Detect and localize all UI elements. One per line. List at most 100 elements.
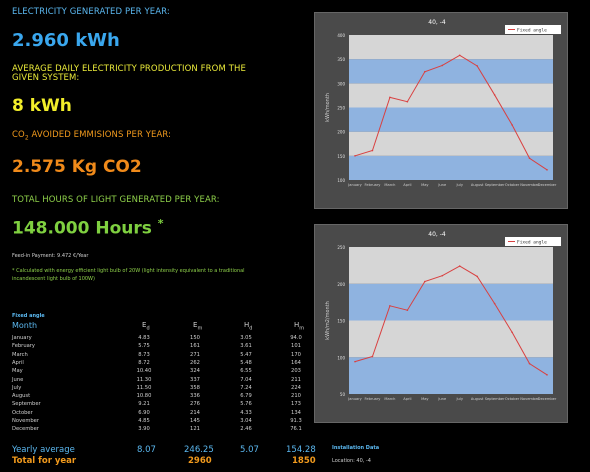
hd-cell: 4.33 <box>240 409 252 416</box>
x-tick-label: March <box>384 397 395 401</box>
installation-location: Location: 40, -4 <box>332 458 371 464</box>
ed-cell: 10.80 <box>136 393 152 400</box>
header-ed-letter: E <box>142 321 147 329</box>
avg-ed: 8.07 <box>137 445 156 455</box>
co2-label-suffix: AVOIDED EMMISIONS PER YEAR: <box>28 130 172 140</box>
table-row: July 11.50 358 7.24 224 <box>12 385 322 393</box>
data-point <box>354 360 356 363</box>
avg-label: Yearly average <box>12 445 75 455</box>
y-tick-label: 300 <box>337 81 345 86</box>
hd-cell: 3.04 <box>240 418 252 424</box>
chart-panel-energy: 100 150 200 250 300 350 400 kWh/month 40, -4 Fixe… <box>314 12 568 209</box>
hd-cell: 7.04 <box>240 376 252 383</box>
x-tick-label: October <box>505 183 520 187</box>
y-axis-label: kWh/month <box>325 93 331 122</box>
header-hd-letter: H <box>244 321 250 329</box>
em-cell: 262 <box>190 359 200 366</box>
table-row: September 9.21 276 5.76 173 <box>12 401 322 409</box>
ed-cell: 3.90 <box>138 426 150 433</box>
y-tick-label: 400 <box>337 33 345 38</box>
ed-cell: 8.73 <box>138 351 150 358</box>
table-row: December 3.90 121 2.46 76.1 <box>12 426 322 434</box>
feed-in-text: Feed-in Payment: 9.472 €/Year <box>12 253 89 259</box>
month-cell: November <box>12 418 39 424</box>
x-tick-label: October <box>505 397 520 401</box>
x-tick-label: May <box>421 183 429 187</box>
x-tick-label: May <box>421 397 429 401</box>
table-row: November 4.85 145 3.04 91.3 <box>12 418 322 426</box>
table-row: February 5.75 161 3.61 101 <box>12 343 322 351</box>
y-tick-label: 350 <box>337 57 345 62</box>
hd-cell: 5.76 <box>240 401 252 408</box>
ed-cell: 9.21 <box>138 401 150 408</box>
em-cell: 276 <box>190 401 200 408</box>
legend-box <box>505 25 561 34</box>
data-point <box>389 96 391 99</box>
ed-cell: 5.75 <box>138 343 150 350</box>
data-point <box>528 157 531 160</box>
data-point <box>546 374 548 376</box>
co2-label-sub: 2 <box>24 134 29 142</box>
hd-cell: 3.61 <box>240 343 252 350</box>
data-point <box>458 54 461 57</box>
hours-asterisk: * <box>157 217 164 230</box>
x-tick-label: August <box>471 397 484 401</box>
daily-label: AVERAGE DAILY ELECTRICITY PRODUCTION FRO… <box>12 65 246 83</box>
month-cell: September <box>12 401 41 408</box>
y-tick-label: 200 <box>337 282 345 287</box>
co2-label-prefix: CO <box>12 130 25 140</box>
daily-value: 8 kWh <box>12 96 72 116</box>
legend-label: Fixed angle <box>517 28 547 34</box>
hours-value: 148.000 Hours * <box>12 217 164 239</box>
data-point <box>441 274 444 277</box>
header-hm-letter: H <box>294 321 300 329</box>
avg-hd: 5.07 <box>240 445 259 455</box>
month-cell: February <box>12 343 35 350</box>
header-hd: Hd <box>244 321 252 331</box>
hd-cell: 2.46 <box>240 426 252 433</box>
plot-band <box>349 59 553 84</box>
table-row: January 4.83 150 3.05 94.0 <box>12 335 322 343</box>
total-em: 2960 <box>188 456 212 466</box>
x-tick-label: February <box>364 183 381 187</box>
data-point <box>406 309 409 312</box>
chart-title: 40, -4 <box>428 231 446 238</box>
x-tick-label: April <box>403 397 411 401</box>
header-em-letter: E <box>193 321 198 329</box>
ed-cell: 8.72 <box>138 359 150 366</box>
table-row: April 8.72 262 5.48 164 <box>12 360 322 368</box>
table-body: January 4.83 150 3.05 94.0 February 5.75 161 3.6… <box>12 335 322 435</box>
hd-cell: 5.48 <box>240 359 252 366</box>
x-tick-label: December <box>538 183 557 187</box>
y-tick-label: 50 <box>340 392 346 397</box>
ed-cell: 4.83 <box>138 335 150 341</box>
em-cell: 336 <box>190 393 200 400</box>
plot-band <box>349 247 553 284</box>
x-tick-label: July <box>455 183 463 187</box>
elec-value: 2.960 kWh <box>12 30 120 51</box>
x-tick-label: September <box>485 183 505 187</box>
hm-cell: 203 <box>291 368 301 375</box>
em-cell: 337 <box>190 376 200 383</box>
header-em-sub: m <box>197 325 203 332</box>
table-header: Month Ed Em Hd Hm <box>12 321 312 333</box>
y-tick-label: 150 <box>337 319 345 324</box>
x-tick-label: February <box>364 397 381 401</box>
plot-band <box>349 283 553 321</box>
co2-value: 2.575 Kg CO2 <box>12 157 142 177</box>
yearly-average-row: Yearly average 8.07 246.25 5.07 154.28 <box>12 445 322 455</box>
x-tick-label: November <box>520 397 539 401</box>
y-tick-label: 250 <box>337 106 345 111</box>
ed-cell: 10.40 <box>136 368 152 375</box>
data-point <box>424 280 426 283</box>
ed-cell: 6.90 <box>138 409 150 416</box>
series-line <box>354 265 548 376</box>
elec-label: ELECTRICITY GENERATED PER YEAR: <box>12 7 170 17</box>
month-cell: October <box>12 409 33 416</box>
footnote-line1: * Calculated with energy efficient light… <box>12 268 245 274</box>
data-point <box>511 124 513 126</box>
x-tick-label: August <box>471 183 484 187</box>
data-point <box>493 94 496 96</box>
table-section-label: Fixed angle <box>12 313 45 319</box>
hm-cell: 94.0 <box>290 335 302 341</box>
